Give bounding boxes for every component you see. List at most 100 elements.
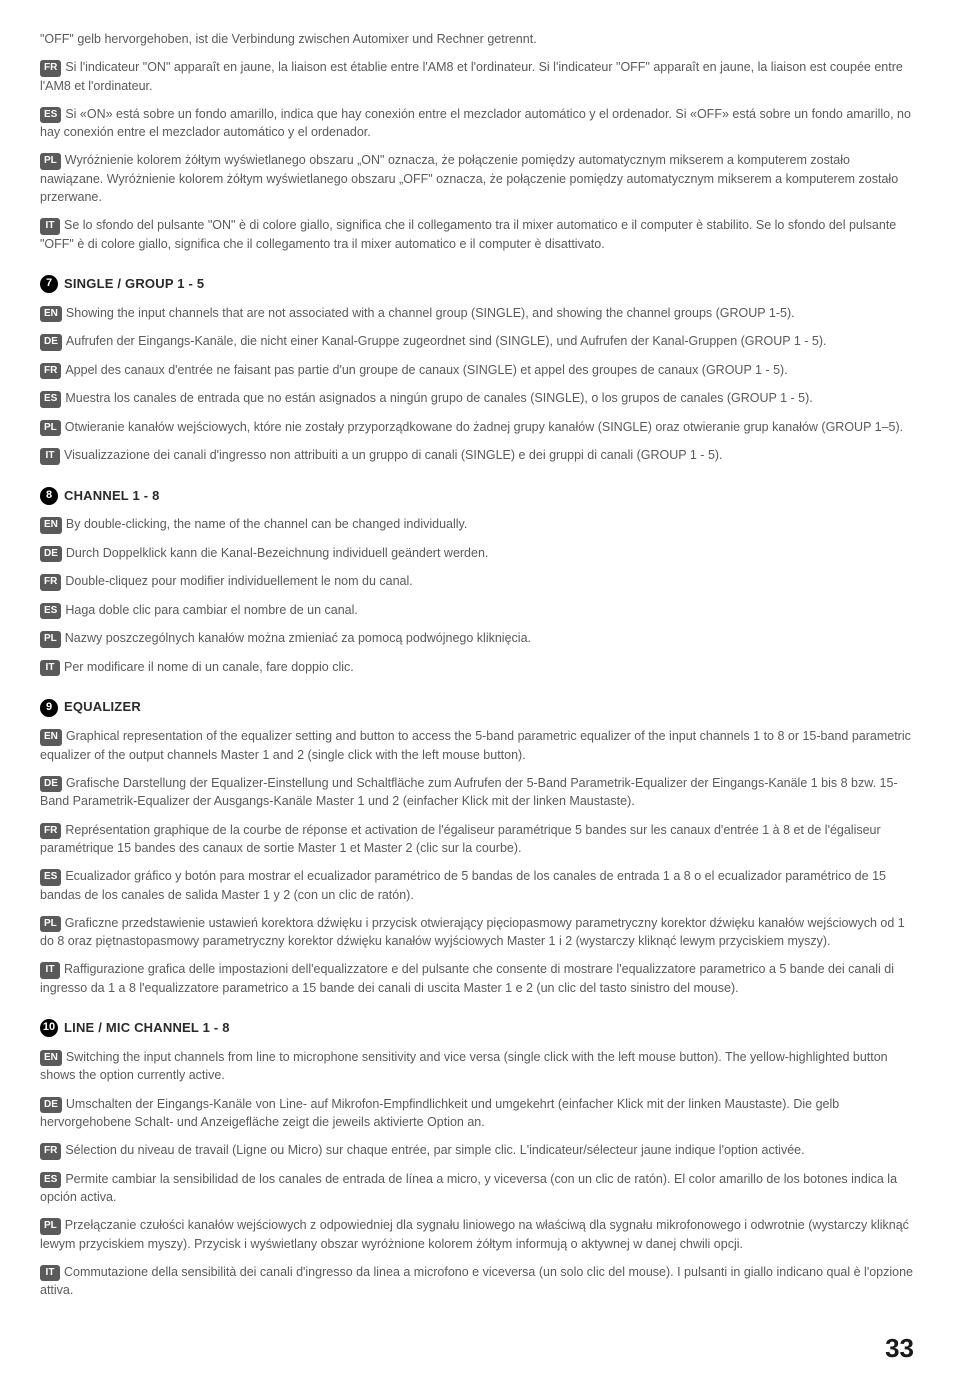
section-title: SINGLE / GROUP 1 - 5 [64, 275, 204, 294]
language-badge: IT [40, 448, 60, 465]
paragraph-text: Umschalten der Eingangs-Kanäle von Line-… [40, 1097, 839, 1130]
paragraph-text: Si l'indicateur "ON" apparaît en jaune, … [40, 60, 903, 93]
section-number-icon: 10 [40, 1019, 58, 1037]
language-badge: DE [40, 334, 62, 351]
paragraph: DEUmschalten der Eingangs-Kanäle von Lin… [40, 1095, 914, 1132]
paragraph-text: By double-clicking, the name of the chan… [66, 517, 467, 531]
paragraph: DE Aufrufen der Eingangs-Kanäle, die nich… [40, 332, 914, 351]
paragraph: "OFF" gelb hervorgehoben, ist die Verbin… [40, 30, 914, 48]
paragraph: DE Durch Doppelklick kann die Kanal-Bezei… [40, 544, 914, 563]
language-badge: ES [40, 391, 61, 408]
paragraph-text: "OFF" gelb hervorgehoben, ist die Verbin… [40, 32, 537, 46]
paragraph-text: Muestra los canales de entrada que no es… [65, 391, 812, 405]
section-header: 8 CHANNEL 1 - 8 [40, 487, 914, 506]
paragraph-text: Nazwy poszczególnych kanałów można zmien… [65, 631, 531, 645]
paragraph-text: Sélection du niveau de travail (Ligne ou… [65, 1143, 804, 1157]
paragraph: PLWyróżnienie kolorem żółtym wyświetlane… [40, 151, 914, 206]
language-badge: FR [40, 574, 61, 591]
language-badge: EN [40, 729, 62, 746]
page-number: 33 [40, 1330, 914, 1368]
paragraph: ENGraphical representation of the equali… [40, 727, 914, 764]
section-header: 10 LINE / MIC CHANNEL 1 - 8 [40, 1019, 914, 1038]
paragraph: FR Sélection du niveau de travail (Ligne … [40, 1141, 914, 1160]
paragraph: ESEcualizador gráfico y botón para mostr… [40, 867, 914, 904]
language-badge: EN [40, 1050, 62, 1067]
language-badge: IT [40, 1265, 60, 1282]
paragraph-text: Représentation graphique de la courbe de… [40, 823, 881, 856]
section-number-icon: 9 [40, 699, 58, 717]
paragraph-text: Visualizzazione dei canali d'ingresso no… [64, 448, 723, 462]
paragraph: PL Otwieranie kanałów wejściowych, które … [40, 418, 914, 437]
paragraph-text: Wyróżnienie kolorem żółtym wyświetlanego… [40, 153, 898, 204]
paragraph-text: Graficzne przedstawienie ustawień korekt… [40, 916, 905, 949]
paragraph: EN By double-clicking, the name of the ch… [40, 515, 914, 534]
paragraph: ITSe lo sfondo del pulsante "ON" è di co… [40, 216, 914, 253]
paragraph: FR Appel des canaux d'entrée ne faisant p… [40, 361, 914, 380]
language-badge: DE [40, 1097, 62, 1114]
paragraph-text: Se lo sfondo del pulsante "ON" è di colo… [40, 218, 896, 251]
language-badge: PL [40, 916, 61, 933]
paragraph-text: Appel des canaux d'entrée ne faisant pas… [65, 363, 787, 377]
language-badge: FR [40, 60, 61, 77]
document-body: "OFF" gelb hervorgehoben, ist die Verbin… [40, 30, 914, 1300]
language-badge: ES [40, 1172, 61, 1189]
paragraph-text: Haga doble clic para cambiar el nombre d… [65, 603, 358, 617]
paragraph: ITCommutazione della sensibilità dei can… [40, 1263, 914, 1300]
language-badge: DE [40, 776, 62, 793]
paragraph-text: Raffigurazione grafica delle impostazion… [40, 962, 894, 995]
paragraph: IT Per modificare il nome di un canale, f… [40, 658, 914, 677]
paragraph: DEGrafische Darstellung der Equalizer-Ei… [40, 774, 914, 811]
paragraph-text: Grafische Darstellung der Equalizer-Eins… [40, 776, 898, 809]
language-badge: DE [40, 546, 62, 563]
paragraph: PL Nazwy poszczególnych kanałów można zmi… [40, 629, 914, 648]
language-badge: EN [40, 517, 62, 534]
paragraph: ENSwitching the input channels from line… [40, 1048, 914, 1085]
paragraph-text: Przełączanie czułości kanałów wejściowyc… [40, 1218, 909, 1251]
paragraph: FRReprésentation graphique de la courbe … [40, 821, 914, 858]
paragraph: PLGraficzne przedstawienie ustawień kore… [40, 914, 914, 951]
paragraph-text: Commutazione della sensibilità dei canal… [40, 1265, 913, 1298]
paragraph-text: Double-cliquez pour modifier individuell… [65, 574, 412, 588]
language-badge: FR [40, 823, 61, 840]
language-badge: FR [40, 1143, 61, 1160]
language-badge: IT [40, 962, 60, 979]
paragraph-text: Per modificare il nome di un canale, far… [64, 660, 354, 674]
paragraph: ESPermite cambiar la sensibilidad de los… [40, 1170, 914, 1207]
paragraph: FRSi l'indicateur "ON" apparaît en jaune… [40, 58, 914, 95]
paragraph: FR Double-cliquez pour modifier individue… [40, 572, 914, 591]
language-badge: EN [40, 306, 62, 323]
paragraph: ES Haga doble clic para cambiar el nombre… [40, 601, 914, 620]
language-badge: PL [40, 1218, 61, 1235]
paragraph-text: Switching the input channels from line t… [40, 1050, 888, 1083]
paragraph-text: Permite cambiar la sensibilidad de los c… [40, 1172, 897, 1205]
language-badge: IT [40, 218, 60, 235]
language-badge: IT [40, 660, 60, 677]
paragraph: ITRaffigurazione grafica delle impostazi… [40, 960, 914, 997]
language-badge: PL [40, 631, 61, 648]
language-badge: FR [40, 363, 61, 380]
section-number-icon: 7 [40, 275, 58, 293]
language-badge: ES [40, 107, 61, 124]
paragraph-text: Aufrufen der Eingangs-Kanäle, die nicht … [66, 334, 827, 348]
paragraph-text: Graphical representation of the equalize… [40, 729, 911, 762]
paragraph-text: Si «ON» está sobre un fondo amarillo, in… [40, 107, 911, 140]
paragraph-text: Durch Doppelklick kann die Kanal-Bezeich… [66, 546, 488, 560]
paragraph: ESSi «ON» está sobre un fondo amarillo, … [40, 105, 914, 142]
paragraph: EN Showing the input channels that are no… [40, 304, 914, 323]
language-badge: ES [40, 603, 61, 620]
language-badge: ES [40, 869, 61, 886]
language-badge: PL [40, 153, 61, 170]
section-title: CHANNEL 1 - 8 [64, 487, 160, 506]
paragraph-text: Otwieranie kanałów wejściowych, które ni… [65, 420, 903, 434]
paragraph-text: Ecualizador gráfico y botón para mostrar… [40, 869, 886, 902]
paragraph: IT Visualizzazione dei canali d'ingresso … [40, 446, 914, 465]
paragraph: ES Muestra los canales de entrada que no … [40, 389, 914, 408]
section-title: LINE / MIC CHANNEL 1 - 8 [64, 1019, 230, 1038]
section-number-icon: 8 [40, 487, 58, 505]
paragraph: PLPrzełączanie czułości kanałów wejściow… [40, 1216, 914, 1253]
section-header: 9 EQUALIZER [40, 698, 914, 717]
language-badge: PL [40, 420, 61, 437]
paragraph-text: Showing the input channels that are not … [66, 306, 795, 320]
section-title: EQUALIZER [64, 698, 141, 717]
section-header: 7 SINGLE / GROUP 1 - 5 [40, 275, 914, 294]
